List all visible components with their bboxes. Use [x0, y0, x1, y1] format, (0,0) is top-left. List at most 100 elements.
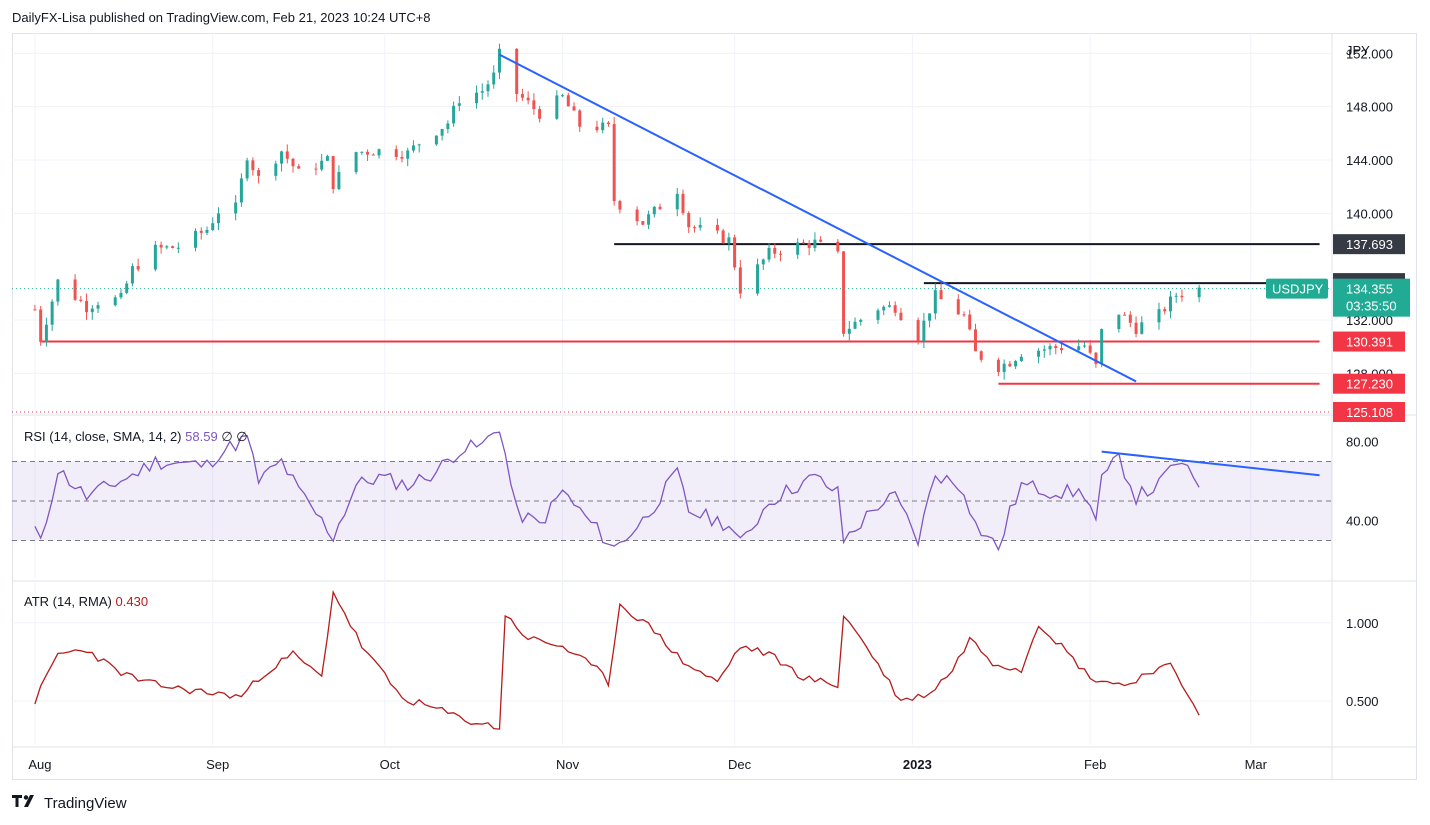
candle [652, 205, 656, 218]
candle [968, 309, 972, 331]
last-price-label: 134.355 [1346, 282, 1393, 297]
price-level-badge: 130.391 [1333, 331, 1405, 352]
atr-tick-label: 1.000 [1346, 616, 1379, 631]
price-tick-label: 144.000 [1346, 153, 1393, 168]
candle-body [153, 244, 157, 270]
candle [538, 106, 542, 123]
candle-body [847, 328, 851, 334]
atr-line [34, 589, 1200, 730]
candle [687, 211, 691, 234]
candle-body [434, 135, 438, 145]
candle [641, 220, 645, 226]
footer-brand: TradingView [44, 794, 127, 812]
candle [434, 135, 438, 146]
grid-layer [12, 33, 1417, 780]
candle-body [738, 267, 742, 294]
candle [1002, 359, 1006, 380]
candle-body [956, 299, 960, 315]
candle-body [171, 246, 175, 248]
candle [1077, 339, 1081, 351]
price-tick-label: 152.000 [1346, 46, 1393, 61]
candle-body [96, 305, 100, 309]
candle [239, 173, 243, 207]
candle-body [297, 166, 301, 169]
candle-body [1014, 361, 1018, 367]
last-price-badge-bg [1333, 278, 1410, 317]
candle-body [291, 158, 295, 167]
candle [738, 260, 742, 299]
candle-body [130, 266, 134, 284]
candle [578, 109, 582, 132]
candle-body [555, 95, 559, 119]
countdown-label: 03:35:50 [1346, 299, 1397, 314]
candle [956, 294, 960, 315]
candle-body [526, 97, 530, 101]
candle [836, 238, 840, 254]
candle [922, 313, 926, 349]
price-level-badge-bg [1333, 402, 1405, 422]
candle [1088, 339, 1092, 355]
candle-body [1134, 322, 1138, 334]
candle [234, 195, 238, 221]
candle [411, 140, 415, 153]
candle [1157, 302, 1161, 330]
candle-body [566, 95, 570, 107]
candle-body [400, 156, 404, 159]
candle-body [480, 91, 484, 93]
candle-body [520, 94, 524, 98]
rsi-value: 58.59 [185, 429, 218, 444]
rsi-line [34, 431, 1200, 552]
candle-body [1008, 363, 1012, 367]
candle [480, 83, 484, 100]
candle-body [922, 320, 926, 342]
price-level-badge-label: 127.230 [1346, 377, 1393, 392]
candle-body [331, 156, 335, 190]
candle-body [675, 193, 679, 210]
candle [113, 295, 117, 307]
candle-body [996, 359, 1000, 373]
candle-body [377, 149, 381, 156]
candle-body [773, 247, 777, 254]
candle-body [366, 151, 370, 155]
candle-body [979, 351, 983, 360]
candle-body [882, 306, 886, 311]
atr-legend[interactable]: ATR (14, RMA) 0.430 [24, 594, 148, 609]
rsi-pane [12, 431, 1332, 552]
candle [153, 241, 157, 272]
price-level-layer [12, 243, 1332, 413]
time-tick-label: 2023 [903, 757, 932, 772]
price-level-badge-label: 130.391 [1346, 335, 1393, 350]
candle-body [1163, 309, 1167, 312]
candle-body [1168, 296, 1172, 312]
candle [606, 121, 610, 127]
candle-body [1088, 345, 1092, 353]
candle [526, 91, 530, 105]
candle-body [194, 230, 198, 248]
candle [1117, 314, 1121, 333]
price-tick-label: 140.000 [1346, 206, 1393, 221]
candle [1060, 343, 1064, 354]
candle-body [715, 224, 719, 231]
candle [136, 258, 140, 272]
candle-body [692, 227, 696, 229]
candle-body [452, 105, 456, 124]
price-level-badge-bg [1333, 234, 1405, 255]
candle-body [767, 247, 771, 260]
candle-body [595, 126, 599, 131]
candle-body [687, 213, 691, 228]
candle [337, 165, 341, 191]
candle-body [211, 223, 215, 230]
footer: TradingView [12, 794, 127, 812]
candle-body [73, 279, 77, 300]
candle-body [56, 279, 60, 302]
trendline-line [499, 53, 1137, 383]
candle [1048, 343, 1052, 356]
time-tick-label: Nov [556, 757, 580, 772]
candle [325, 154, 329, 162]
atr-value: 0.430 [115, 594, 149, 609]
candle [933, 283, 937, 320]
rsi-legend[interactable]: RSI (14, close, SMA, 14, 2) 58.59 ∅ ∅ [24, 429, 248, 445]
candle-body [727, 237, 731, 243]
candle [291, 157, 295, 173]
